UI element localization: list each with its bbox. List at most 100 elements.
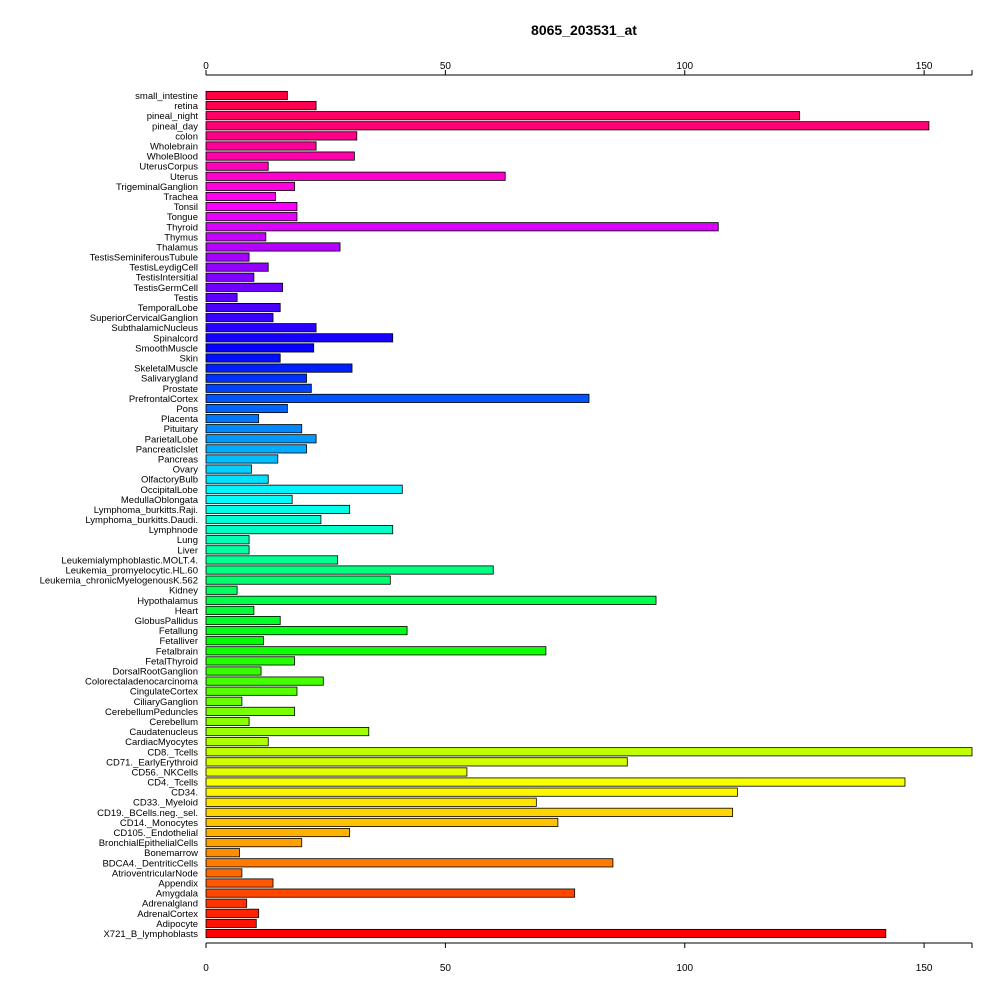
bar-TestisGermCell xyxy=(205,282,283,292)
category-label: Thalamus xyxy=(156,242,198,253)
category-label: colon xyxy=(175,131,198,142)
category-label: Ovary xyxy=(173,465,199,476)
bar-Heart xyxy=(205,605,255,615)
category-label: CerebellumPeduncles xyxy=(105,707,198,718)
category-label: Lymphoma_burkitts.Daudi. xyxy=(85,515,198,526)
category-label: Tongue xyxy=(167,212,198,223)
bar-UterusCorpus xyxy=(205,161,269,171)
bar-PancreaticIslet xyxy=(205,444,307,454)
bar-Lymphnode xyxy=(205,525,394,535)
bar-Salivarygland xyxy=(205,373,307,383)
category-label: Adipocyte xyxy=(156,919,198,930)
x-axis-top: 0 50 100 150 xyxy=(203,61,973,76)
bar-AtrioventricularNode xyxy=(205,868,243,878)
category-label: CD105._Endothelial xyxy=(113,828,198,839)
bar-Fetalliver xyxy=(205,636,264,646)
bar-Adrenalgland xyxy=(205,898,248,908)
category-label: Liver xyxy=(177,545,198,556)
category-label: Bonemarrow xyxy=(144,848,198,859)
category-labels: small_intestineretinapineal_nightpineal_… xyxy=(40,91,199,940)
category-label: Salivarygland xyxy=(141,374,198,385)
bar-Bonemarrow xyxy=(205,848,240,858)
bar-Leukemialymphoblastic.MOLT.4. xyxy=(205,555,339,565)
category-label: TemporalLobe xyxy=(138,303,198,314)
bars-group xyxy=(205,90,973,939)
category-label: Fetalliver xyxy=(159,636,198,647)
bar-OccipitalLobe xyxy=(205,484,403,494)
category-label: FetalThyroid xyxy=(145,656,198,667)
category-label: SuperiorCervicalGanglion xyxy=(90,313,198,324)
category-label: GlobusPallidus xyxy=(135,616,199,627)
category-label: Skin xyxy=(180,354,198,365)
bar-SubthalamicNucleus xyxy=(205,323,317,333)
bar-Amygdala xyxy=(205,888,576,898)
category-label: Pons xyxy=(176,404,198,415)
category-label: CD71._EarlyErythroid xyxy=(106,757,198,768)
bar-Trachea xyxy=(205,191,276,202)
category-label: Heart xyxy=(175,606,199,617)
category-label: SmoothMuscle xyxy=(135,343,198,354)
bar-Colorectaladenocarcinoma xyxy=(205,676,324,686)
category-label: Fetallung xyxy=(159,626,198,637)
bar-MedullaOblongata xyxy=(205,494,293,504)
x-tick-label-top: 0 xyxy=(203,61,209,72)
bar-Placenta xyxy=(205,414,260,424)
category-label: Prostate xyxy=(163,384,198,395)
x-tick-label-bottom: 150 xyxy=(916,963,933,974)
category-label: Lymphoma_burkitts.Raji. xyxy=(94,505,198,516)
bar-X721_B_lymphoblasts xyxy=(205,928,887,939)
bar-SmoothMuscle xyxy=(205,343,315,353)
category-label: OlfactoryBulb xyxy=(141,475,198,486)
category-label: AtrioventricularNode xyxy=(112,868,198,879)
category-label: WholeBlood xyxy=(147,152,198,163)
bar-CD34. xyxy=(205,787,738,797)
category-label: Amygdala xyxy=(156,889,199,900)
category-label: Adrenalgland xyxy=(142,899,198,910)
bar-Caudatenucleus xyxy=(205,727,370,737)
bar-Thyroid xyxy=(205,222,719,232)
category-label: CD19._BCells.neg._sel. xyxy=(97,808,198,819)
category-label: CiliaryGanglion xyxy=(134,697,198,708)
bar-Lymphoma_burkitts.Raji. xyxy=(205,504,351,514)
category-label: PrefrontalCortex xyxy=(129,394,198,405)
category-label: Hypothalamus xyxy=(137,596,198,607)
bar-CD105._Endothelial xyxy=(205,827,351,838)
category-label: AdrenalCortex xyxy=(137,909,198,920)
category-label: CD34. xyxy=(171,788,198,799)
category-label: Caudatenucleus xyxy=(129,727,198,738)
category-label: TestisGermCell xyxy=(134,283,198,294)
bar-Leukemia_promyelocytic.HL.60 xyxy=(205,565,494,575)
x-tick-label-top: 150 xyxy=(916,61,933,72)
bar-Leukemia_chronicMyelogenousK.562 xyxy=(205,575,391,585)
bar-BronchialEpithelialCells xyxy=(205,838,303,848)
category-label: TestisSeminiferousTubule xyxy=(90,253,198,264)
category-label: Fetalbrain xyxy=(156,646,198,657)
bar-pineal_night xyxy=(205,111,801,121)
category-label: Pancreas xyxy=(158,454,198,465)
category-label: CingulateCortex xyxy=(130,687,198,698)
bar-Testis xyxy=(205,292,238,302)
category-label: retina xyxy=(174,101,198,112)
bar-TrigeminalGanglion xyxy=(205,181,295,191)
bar-GlobusPallidus xyxy=(205,615,281,626)
bar-Pancreas xyxy=(205,454,279,464)
bar-Hypothalamus xyxy=(205,595,657,605)
bar-CD8._Tcells xyxy=(205,747,973,757)
bar-TestisLeydigCell xyxy=(205,262,269,272)
category-label: CD4._Tcells xyxy=(147,778,198,789)
category-label: Kidney xyxy=(169,586,198,597)
category-label: Lung xyxy=(177,535,198,546)
bar-Pons xyxy=(205,403,288,414)
x-tick-label-top: 100 xyxy=(676,61,693,72)
x-tick-label-top: 50 xyxy=(440,61,452,72)
bar-Kidney xyxy=(205,585,238,595)
category-label: OccipitalLobe xyxy=(140,485,198,496)
bar-BDCA4._DentriticCells xyxy=(205,858,614,868)
bar-Skin xyxy=(205,353,281,363)
x-axis-bottom: 0 50 100 150 xyxy=(203,942,973,974)
category-label: TrigeminalGanglion xyxy=(116,182,198,193)
category-label: Spinalcord xyxy=(153,333,198,344)
category-label: Leukemia_promyelocytic.HL.60 xyxy=(65,566,198,577)
category-label: UterusCorpus xyxy=(139,162,198,173)
